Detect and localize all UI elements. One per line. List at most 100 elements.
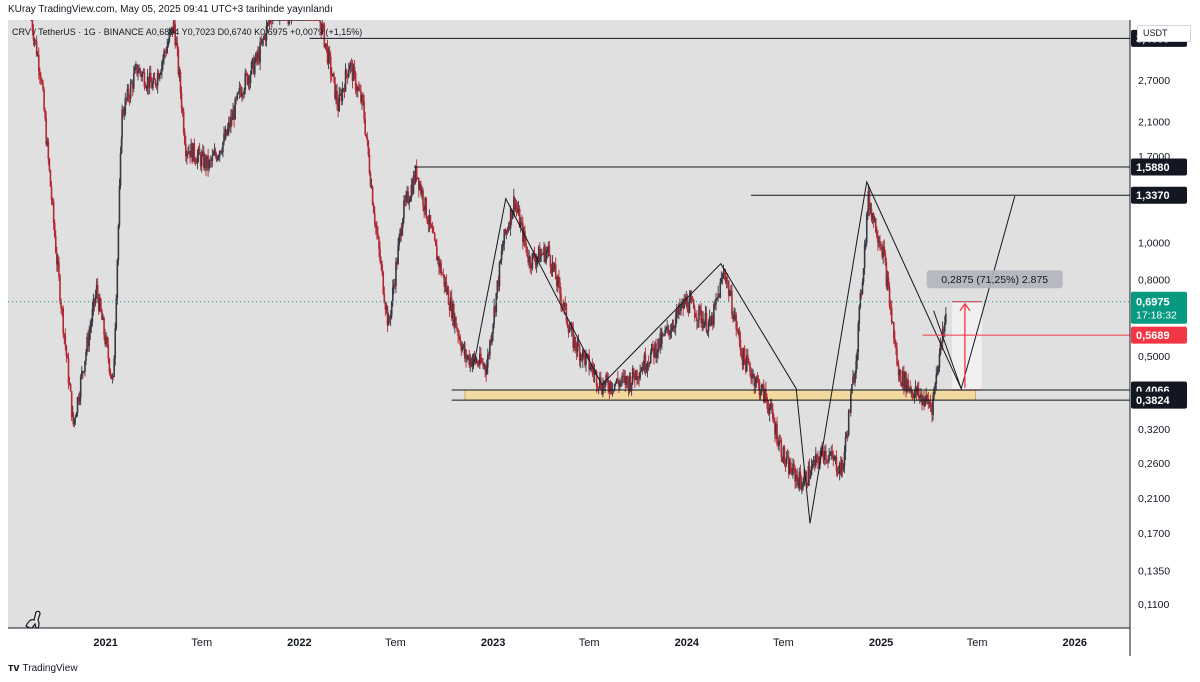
candle-body [459, 336, 461, 345]
candle-body [899, 370, 902, 383]
candle-body [515, 204, 518, 209]
candle-body [812, 459, 815, 464]
candle-body [166, 45, 169, 54]
candle-body [722, 271, 725, 278]
candle-body [576, 340, 579, 352]
candle-body [635, 370, 637, 381]
candle-body [366, 136, 369, 141]
candle-body [344, 69, 347, 92]
candle-body [788, 462, 791, 475]
candle-body [836, 471, 839, 474]
candle-body [873, 218, 876, 223]
candle-body [895, 343, 897, 349]
candle-body [158, 74, 161, 79]
candle-body [869, 208, 872, 210]
candle-body [92, 298, 95, 309]
candle-body [67, 358, 70, 384]
candle-body [310, 20, 313, 21]
candle-body [172, 21, 175, 34]
candle-body [257, 52, 259, 60]
measure-box [952, 301, 982, 391]
candle-body [186, 152, 188, 157]
candle-body [490, 340, 492, 343]
candle-body [638, 377, 640, 379]
candle-body [268, 20, 271, 23]
candle-body [648, 363, 651, 364]
candle-body [555, 279, 558, 287]
candle-body [708, 316, 711, 322]
candle-body [741, 355, 744, 365]
currency-selector[interactable]: USDT [1137, 25, 1191, 42]
candle-body [321, 24, 324, 34]
candle-body [252, 58, 255, 74]
candle-body [738, 329, 741, 340]
candle-body [77, 397, 80, 402]
candle-body [943, 322, 946, 332]
candle-body [30, 20, 33, 21]
candle-body [367, 140, 370, 155]
candle-body [460, 344, 463, 351]
candle-body [839, 463, 842, 475]
candle-body [940, 341, 943, 343]
candle-body [218, 150, 221, 157]
candle-body [205, 156, 207, 169]
candle-body [706, 330, 709, 332]
candle-body [109, 371, 112, 375]
candle-body [263, 35, 266, 39]
candle-body [187, 152, 189, 154]
candle-body [293, 20, 296, 21]
candle-body [467, 355, 469, 358]
candle-body [476, 361, 479, 365]
candle-body [208, 160, 210, 169]
candle-body [75, 413, 78, 418]
candle-body [805, 471, 808, 485]
candle-body [472, 354, 475, 362]
candle-body [532, 253, 535, 254]
tradingview-footer[interactable]: ᴛᴠ TradingView [8, 662, 78, 674]
candle-body [746, 355, 748, 372]
candle-body [339, 93, 342, 95]
candle-body [280, 20, 282, 21]
candle-body [742, 348, 745, 365]
candle-body [274, 20, 277, 21]
candle-body [574, 337, 577, 348]
candle-body [68, 383, 71, 385]
candle-body [554, 264, 557, 280]
candle-body [177, 48, 180, 75]
candle-body [563, 302, 566, 308]
candle-body [778, 440, 780, 446]
candle-body [697, 320, 699, 322]
candle-body [417, 177, 420, 190]
candle-body [682, 301, 684, 309]
candle-body [401, 226, 404, 236]
candle-body [687, 309, 690, 313]
candle-body [596, 385, 599, 388]
candle-body [369, 173, 372, 187]
candle-body [358, 87, 360, 90]
candle-body [290, 20, 293, 21]
candle-body [415, 166, 418, 178]
candle-body [376, 226, 378, 234]
candle-body [846, 434, 849, 436]
candle-layer [30, 20, 947, 495]
candle-body [144, 86, 147, 88]
candle-body [235, 98, 238, 100]
candle-body [65, 345, 68, 356]
candle-body [262, 38, 265, 40]
candle-body [121, 109, 123, 138]
candle-body [624, 375, 627, 385]
candle-body [286, 20, 288, 21]
candle-body [765, 389, 767, 399]
candle-body [210, 160, 213, 161]
candle-body [298, 20, 300, 21]
candle-body [380, 260, 382, 265]
candle-body [466, 357, 468, 360]
candle-body [332, 73, 334, 77]
candle-body [79, 376, 82, 398]
candle-body [686, 296, 689, 310]
candle-body [652, 343, 654, 348]
candle-body [245, 72, 248, 74]
candle-body [354, 72, 357, 91]
candle-body [409, 198, 412, 202]
